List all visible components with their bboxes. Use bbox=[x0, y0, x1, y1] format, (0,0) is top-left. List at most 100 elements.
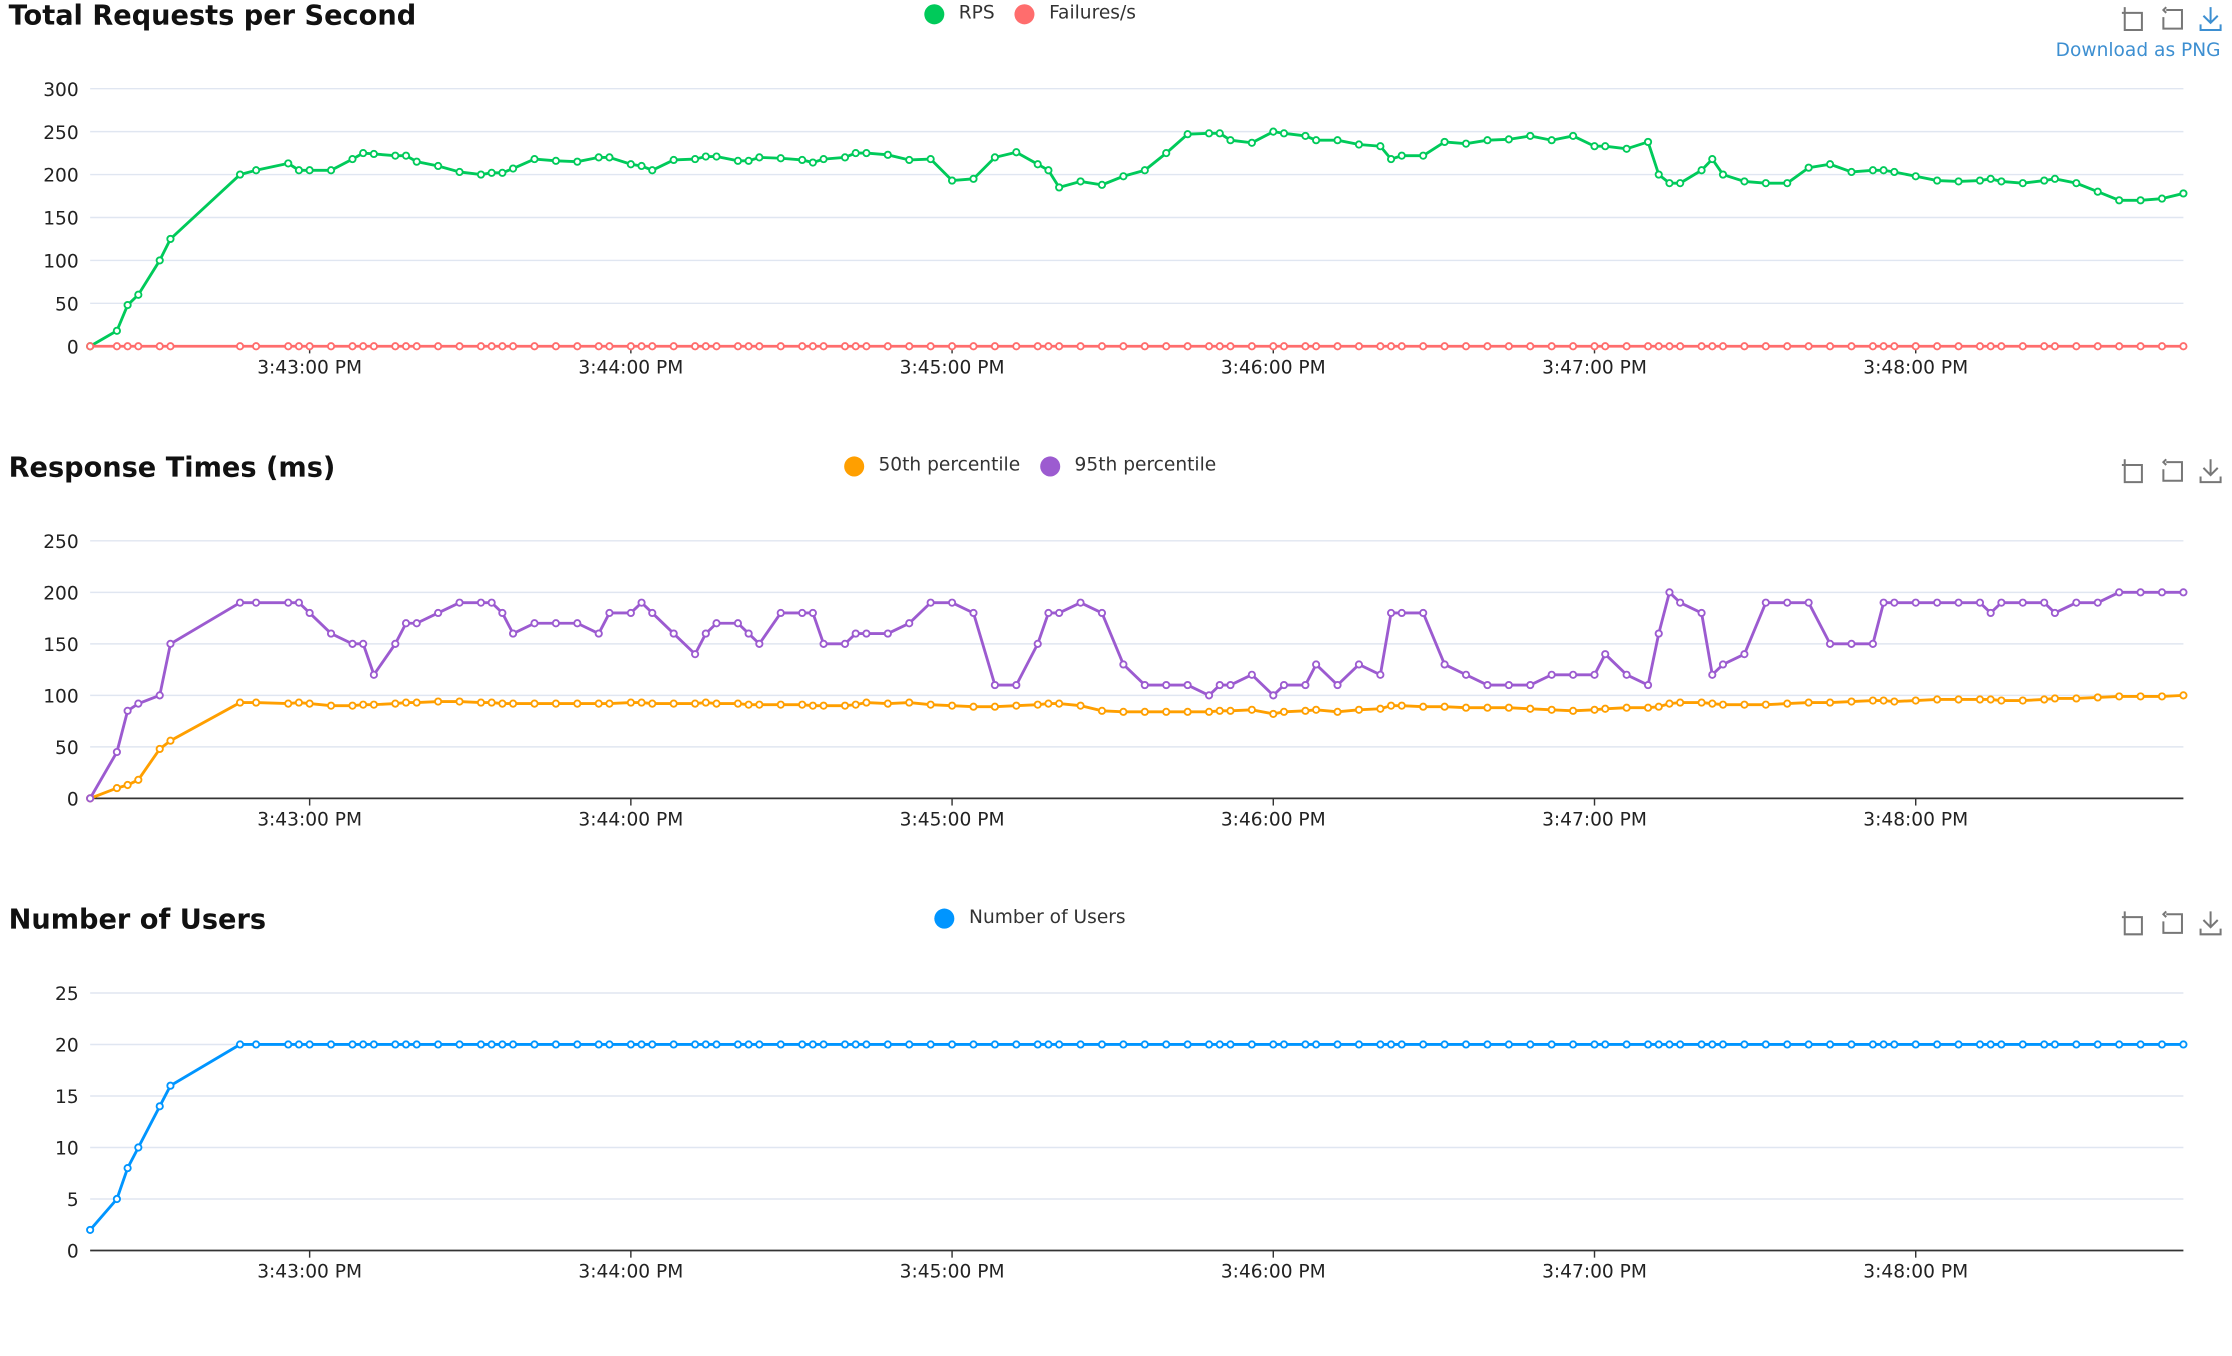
data-point-50th-percentile[interactable] bbox=[1718, 700, 1728, 709]
data-point-50th-percentile[interactable] bbox=[605, 699, 614, 708]
data-point-95th-percentile[interactable] bbox=[2093, 598, 2102, 607]
data-point-95th-percentile[interactable] bbox=[691, 650, 700, 659]
data-point-95th-percentile[interactable] bbox=[1590, 670, 1599, 679]
data-point-rps[interactable] bbox=[348, 155, 357, 164]
zoom-icon[interactable] bbox=[2120, 910, 2146, 936]
data-point-failures-s[interactable] bbox=[1279, 342, 1289, 351]
data-point-rps[interactable] bbox=[1847, 167, 1856, 177]
data-point-number-of-users[interactable] bbox=[326, 1040, 336, 1049]
data-point-rps[interactable] bbox=[1975, 176, 1985, 185]
data-point-rps[interactable] bbox=[1386, 155, 1396, 164]
data-point-95th-percentile[interactable] bbox=[1012, 680, 1021, 690]
data-point-failures-s[interactable] bbox=[808, 342, 817, 351]
data-point-rps[interactable] bbox=[284, 159, 293, 168]
data-point-95th-percentile[interactable] bbox=[2115, 588, 2124, 597]
data-point-failures-s[interactable] bbox=[2018, 342, 2027, 351]
data-point-95th-percentile[interactable] bbox=[252, 598, 261, 607]
data-point-rps[interactable] bbox=[2050, 174, 2059, 183]
data-point-rps[interactable] bbox=[1761, 179, 1770, 188]
data-point-50th-percentile[interactable] bbox=[1569, 706, 1578, 715]
data-point-number-of-users[interactable] bbox=[851, 1040, 860, 1049]
data-point-failures-s[interactable] bbox=[1954, 342, 1963, 351]
data-point-failures-s[interactable] bbox=[1590, 342, 1599, 351]
data-point-failures-s[interactable] bbox=[434, 342, 443, 351]
data-point-rps[interactable] bbox=[2018, 179, 2027, 188]
data-point-rps[interactable] bbox=[1397, 151, 1406, 160]
data-point-50th-percentile[interactable] bbox=[1333, 707, 1342, 716]
data-point-failures-s[interactable] bbox=[776, 342, 785, 351]
data-point-number-of-users[interactable] bbox=[605, 1040, 614, 1049]
data-point-50th-percentile[interactable] bbox=[1419, 702, 1428, 711]
data-point-number-of-users[interactable] bbox=[1933, 1040, 1942, 1049]
data-point-failures-s[interactable] bbox=[1986, 342, 1995, 351]
data-point-95th-percentile[interactable] bbox=[369, 670, 378, 679]
data-point-failures-s[interactable] bbox=[1879, 342, 1888, 351]
data-point-50th-percentile[interactable] bbox=[1097, 706, 1107, 715]
data-point-failures-s[interactable] bbox=[1526, 342, 1535, 351]
data-point-95th-percentile[interactable] bbox=[733, 619, 743, 628]
data-point-failures-s[interactable] bbox=[2136, 342, 2145, 351]
data-point-50th-percentile[interactable] bbox=[862, 698, 871, 707]
data-point-failures-s[interactable] bbox=[1761, 342, 1770, 351]
data-point-failures-s[interactable] bbox=[1718, 342, 1728, 351]
data-point-failures-s[interactable] bbox=[947, 342, 957, 351]
data-point-failures-s[interactable] bbox=[2050, 342, 2059, 351]
data-point-95th-percentile[interactable] bbox=[669, 629, 678, 638]
data-point-50th-percentile[interactable] bbox=[1012, 701, 1021, 710]
data-point-number-of-users[interactable] bbox=[733, 1040, 743, 1049]
data-point-rps[interactable] bbox=[1547, 136, 1556, 145]
data-point-number-of-users[interactable] bbox=[712, 1040, 721, 1049]
data-point-95th-percentile[interactable] bbox=[1526, 680, 1535, 690]
data-point-number-of-users[interactable] bbox=[701, 1040, 710, 1049]
data-point-50th-percentile[interactable] bbox=[1847, 697, 1856, 706]
data-point-failures-s[interactable] bbox=[2072, 342, 2081, 351]
data-point-failures-s[interactable] bbox=[798, 342, 807, 351]
data-point-number-of-users[interactable] bbox=[840, 1040, 850, 1049]
data-point-number-of-users[interactable] bbox=[1119, 1040, 1128, 1049]
data-point-95th-percentile[interactable] bbox=[1911, 598, 1920, 607]
data-point-number-of-users[interactable] bbox=[2157, 1040, 2167, 1049]
data-point-95th-percentile[interactable] bbox=[573, 619, 582, 628]
data-point-50th-percentile[interactable] bbox=[487, 698, 496, 707]
data-point-50th-percentile[interactable] bbox=[1643, 703, 1653, 712]
data-point-rps[interactable] bbox=[755, 153, 764, 162]
data-point-95th-percentile[interactable] bbox=[2072, 598, 2081, 607]
data-point-rps[interactable] bbox=[1504, 135, 1513, 144]
data-point-50th-percentile[interactable] bbox=[840, 701, 850, 710]
data-point-number-of-users[interactable] bbox=[359, 1040, 368, 1049]
data-point-rps[interactable] bbox=[1804, 163, 1813, 172]
data-point-number-of-users[interactable] bbox=[1718, 1040, 1728, 1049]
data-point-failures-s[interactable] bbox=[1665, 342, 1674, 351]
data-point-rps[interactable] bbox=[359, 149, 368, 158]
data-point-failures-s[interactable] bbox=[1183, 342, 1192, 351]
data-point-rps[interactable] bbox=[1215, 129, 1224, 138]
data-point-95th-percentile[interactable] bbox=[1376, 670, 1385, 679]
data-point-rps[interactable] bbox=[1622, 144, 1631, 153]
data-point-number-of-users[interactable] bbox=[1301, 1040, 1310, 1049]
data-point-rps[interactable] bbox=[2157, 194, 2167, 203]
data-point-95th-percentile[interactable] bbox=[594, 629, 603, 638]
data-point-50th-percentile[interactable] bbox=[669, 699, 678, 708]
data-point-rps[interactable] bbox=[626, 160, 635, 169]
data-point-50th-percentile[interactable] bbox=[1162, 707, 1171, 716]
data-point-50th-percentile[interactable] bbox=[2115, 692, 2124, 701]
data-point-50th-percentile[interactable] bbox=[166, 736, 175, 745]
data-point-failures-s[interactable] bbox=[294, 342, 304, 351]
data-point-number-of-users[interactable] bbox=[1312, 1040, 1321, 1049]
data-point-rps[interactable] bbox=[1183, 130, 1192, 139]
data-point-number-of-users[interactable] bbox=[1215, 1040, 1224, 1049]
data-point-95th-percentile[interactable] bbox=[1033, 639, 1042, 648]
data-point-failures-s[interactable] bbox=[1783, 342, 1792, 351]
data-point-failures-s[interactable] bbox=[487, 342, 496, 351]
data-point-50th-percentile[interactable] bbox=[1483, 703, 1492, 712]
data-point-50th-percentile[interactable] bbox=[637, 698, 646, 707]
data-point-rps[interactable] bbox=[2040, 176, 2049, 185]
data-point-number-of-users[interactable] bbox=[1879, 1040, 1888, 1049]
data-point-failures-s[interactable] bbox=[2179, 342, 2188, 351]
data-point-50th-percentile[interactable] bbox=[1301, 706, 1310, 715]
data-point-95th-percentile[interactable] bbox=[1708, 670, 1717, 679]
data-point-50th-percentile[interactable] bbox=[573, 699, 582, 708]
data-point-number-of-users[interactable] bbox=[166, 1081, 175, 1090]
data-point-failures-s[interactable] bbox=[990, 342, 999, 351]
data-point-95th-percentile[interactable] bbox=[1975, 598, 1985, 607]
